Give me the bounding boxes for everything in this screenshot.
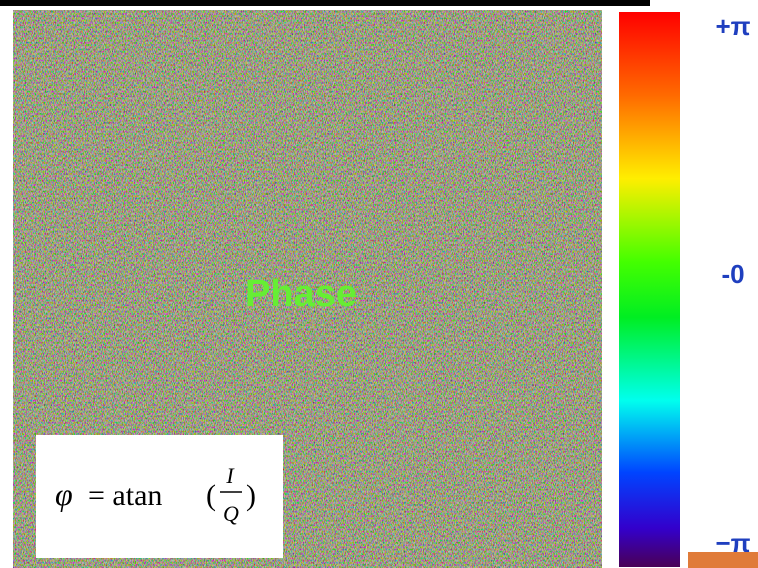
formula-close: ) [246,479,256,512]
formula-operator: = atan [88,479,162,512]
formula-open: ( [206,479,216,512]
formula-lhs: φ [55,476,73,512]
top-bar [0,0,650,6]
colorbar [619,12,680,567]
formula-box [36,435,283,558]
image-label: Phase [245,273,357,315]
colorbar-top-label: +π [715,11,750,41]
formula-denominator: Q [223,501,239,526]
corner-block [688,552,758,568]
formula-numerator: I [225,463,235,488]
colorbar-middle-label: -0 [721,259,744,289]
